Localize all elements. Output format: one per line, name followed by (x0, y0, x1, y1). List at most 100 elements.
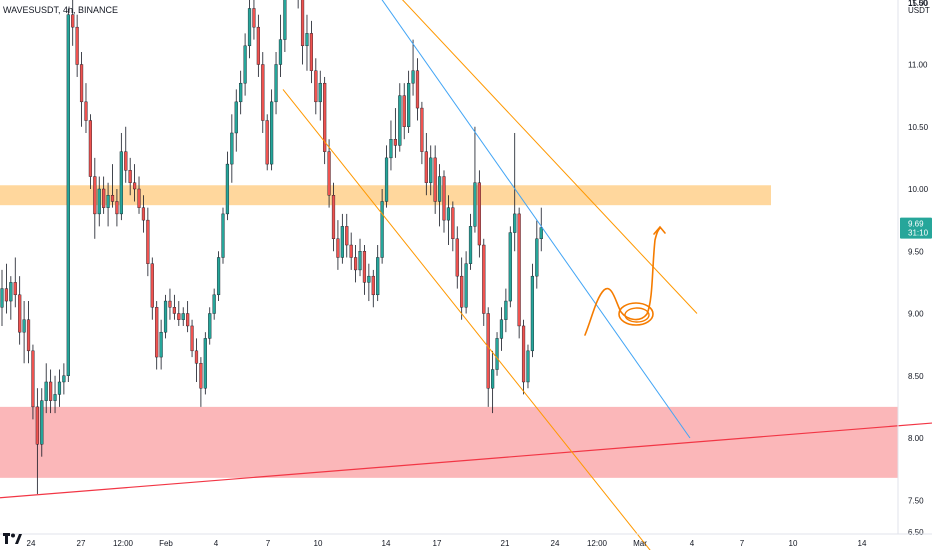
zone-support (0, 406, 898, 478)
candle-body (354, 257, 358, 271)
candle-body (146, 219, 150, 264)
candle-body (0, 288, 4, 308)
candle-body (22, 319, 26, 333)
candle-body (119, 151, 123, 215)
time-tick-label: 10 (789, 539, 798, 548)
candle-body (110, 195, 115, 202)
candle-body (535, 238, 539, 277)
time-tick-label: 21 (501, 539, 510, 548)
candle-body (75, 26, 79, 65)
candles-layer (0, 0, 543, 495)
candle-body (159, 331, 163, 358)
candle-body (499, 319, 504, 339)
candle-body (115, 201, 119, 215)
candle-body (433, 157, 437, 202)
candle-body (239, 82, 243, 103)
candle-body (128, 170, 132, 183)
candle-body (181, 313, 185, 320)
candle-body (62, 375, 66, 383)
candle-body (521, 325, 526, 383)
candle-body (495, 338, 499, 370)
price-tick-label: 11.50 (908, 0, 928, 7)
candle-body (486, 313, 490, 389)
candle-body (331, 195, 336, 240)
candle-body (398, 95, 402, 146)
last-price-tag (900, 217, 932, 239)
price-tick-label-partial: 6.50 (908, 528, 924, 537)
candle-body (13, 282, 17, 296)
price-tick-label: 10.50 (908, 123, 929, 132)
candle-body (468, 226, 473, 264)
candle-body (84, 101, 88, 121)
candle-body (407, 82, 411, 127)
candle-body (384, 157, 389, 202)
candle-body (327, 151, 331, 196)
candle-body (4, 288, 9, 302)
candle-body (225, 163, 230, 215)
candle-body (26, 319, 31, 352)
candle-body (31, 350, 35, 408)
time-tick-label: 4 (214, 539, 219, 548)
candle-body (376, 257, 380, 296)
candle-body (186, 313, 190, 327)
candle-body (393, 138, 397, 146)
candle-body (283, 0, 287, 40)
candle-body (88, 120, 92, 177)
time-tick-label: 12:00 (113, 539, 134, 548)
candle-body (460, 275, 464, 308)
time-tick-label: 24 (551, 539, 560, 548)
candle-body (526, 350, 530, 383)
candle-body (256, 26, 260, 65)
time-tick-label: Feb (159, 539, 173, 548)
target-circle (618, 302, 654, 326)
candle-body (35, 406, 39, 445)
last-price-value: 9.69 (908, 220, 924, 229)
bar-countdown: 31:10 (908, 229, 929, 238)
candle-body (482, 244, 486, 314)
price-tick-label-partial: 15.00 (908, 0, 929, 8)
candle-body (9, 282, 13, 302)
candle-body (349, 244, 353, 258)
candle-body (57, 381, 62, 395)
candle-body (446, 207, 451, 221)
projection-drawing (584, 225, 666, 336)
candle-body (367, 275, 371, 283)
candle-body (66, 14, 70, 376)
candle-body (230, 132, 234, 165)
time-tick-label: 17 (433, 539, 442, 548)
candle-body (106, 195, 110, 208)
candle-body (442, 176, 446, 221)
candle-body (323, 82, 327, 152)
candle-body (424, 151, 428, 183)
candle-body (491, 369, 495, 389)
trendline-long-downtrend (381, 0, 691, 439)
candle-body (504, 300, 508, 320)
trendline-channel-lower (282, 89, 655, 555)
candle-body (314, 70, 318, 103)
price-tick-label: 9.00 (908, 310, 924, 319)
candle-body (243, 45, 247, 84)
candle-body (216, 257, 221, 296)
candle-body (49, 381, 53, 401)
candle-body (402, 95, 406, 127)
candle-body (451, 207, 455, 240)
candle-body (411, 70, 415, 84)
price-tick-label: 11.00 (908, 61, 928, 70)
price-tick-label: 9.50 (908, 247, 924, 256)
price-axis[interactable]: 7.007.508.008.509.009.5010.0010.5011.001… (897, 0, 932, 550)
time-tick-label: 27 (77, 539, 86, 548)
candle-body (336, 238, 340, 258)
candle-body (278, 39, 283, 65)
candle-body (93, 176, 97, 215)
time-tick-label: Mar (633, 539, 647, 548)
candle-body (18, 294, 22, 333)
time-axis[interactable]: 24 27 12:00 Feb 4 7 10 14 17 21 24 12:00 Mar 4 7 10 14 (0, 533, 932, 548)
candle-body (53, 394, 57, 401)
candle-body (177, 313, 181, 320)
candle-body (234, 101, 238, 134)
candle-body (102, 188, 106, 208)
price-tick-label: 8.00 (908, 434, 924, 443)
